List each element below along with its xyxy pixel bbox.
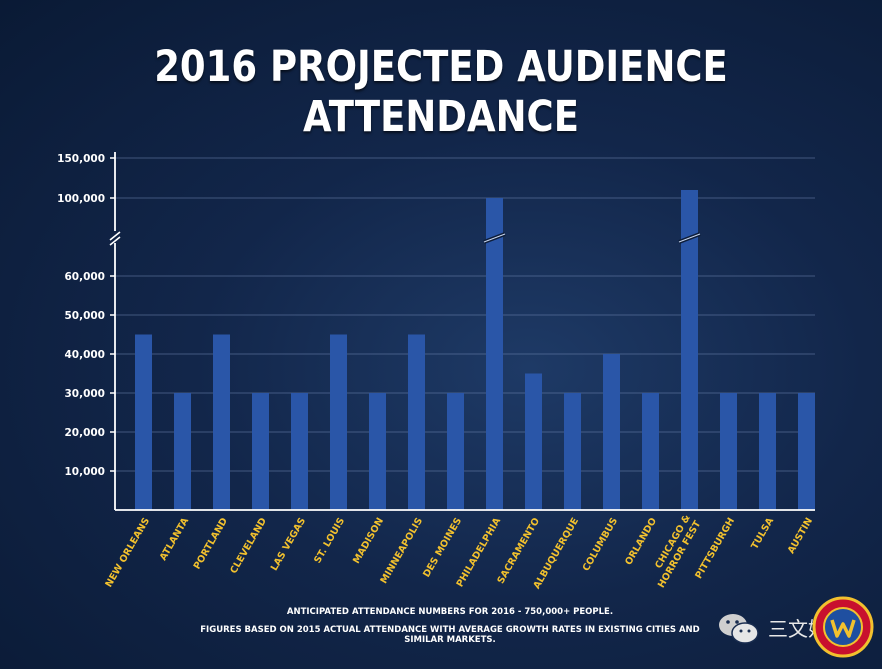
y-tick-label: 100,000: [57, 193, 105, 205]
bar: [720, 393, 737, 510]
bar-break-edge: [678, 233, 701, 243]
bar: [252, 393, 269, 510]
category-label: ST. LOUIS: [312, 516, 347, 566]
bar: [369, 393, 386, 510]
y-tick-label: 150,000: [57, 153, 105, 165]
category-label: DES MOINES: [421, 516, 464, 580]
bar-break-edge: [483, 233, 506, 243]
bar: [174, 393, 191, 510]
y-tick-label: 50,000: [64, 310, 105, 322]
bar: [681, 190, 698, 510]
bar: [603, 354, 620, 510]
footnote-line-2: FIGURES BASED ON 2015 ACTUAL ATTENDANCE …: [200, 625, 700, 645]
bar: [759, 393, 776, 510]
bar: [330, 334, 347, 510]
category-label: NEW ORLEANS: [103, 516, 152, 589]
category-label: MINNEAPOLIS: [378, 516, 425, 586]
bars: [135, 190, 815, 510]
y-tick-label: 10,000: [64, 466, 105, 478]
axes: [109, 152, 815, 511]
category-label: PORTLAND: [192, 516, 230, 572]
bar: [642, 393, 659, 510]
category-label: LAS VEGAS: [269, 516, 308, 573]
bar: [564, 393, 581, 510]
category-label: TULSA: [749, 515, 776, 551]
grid-lines: [115, 157, 815, 472]
category-label: AUSTIN: [786, 516, 815, 556]
wechat-icon: [719, 614, 759, 644]
category-label: ORLANDO: [623, 516, 659, 567]
axis-break-mark: [109, 231, 121, 246]
bar: [525, 373, 542, 510]
category-label: ATLANTA: [158, 515, 192, 562]
y-tick-label: 60,000: [64, 271, 105, 283]
wizard-world-comic-con-logo: [812, 596, 874, 658]
y-tick-label: 20,000: [64, 427, 105, 439]
chart-title: 2016 PROJECTED AUDIENCE ATTENDANCE: [154, 42, 728, 142]
bar: [291, 393, 308, 510]
bar: [447, 393, 464, 510]
category-label: COLUMBUS: [581, 516, 620, 573]
category-label: MADISON: [351, 516, 386, 566]
bar: [408, 334, 425, 510]
y-tick-label: 30,000: [64, 388, 105, 400]
category-label: SACRAMENTO: [495, 516, 542, 586]
y-tick-labels: 10,000 20,000 30,000 40,000 50,000 60,000 100,…: [57, 153, 105, 478]
bar: [486, 198, 503, 510]
bar: [135, 334, 152, 510]
footnote-line-1: ANTICIPATED ATTENDANCE NUMBERS FOR 2016 …: [286, 607, 614, 617]
y-tick-label: 40,000: [64, 349, 105, 361]
category-label: CLEVELAND: [228, 516, 269, 576]
category-label: ALBUQUERQUE: [531, 516, 581, 591]
bar: [798, 393, 815, 510]
bar: [213, 334, 230, 510]
